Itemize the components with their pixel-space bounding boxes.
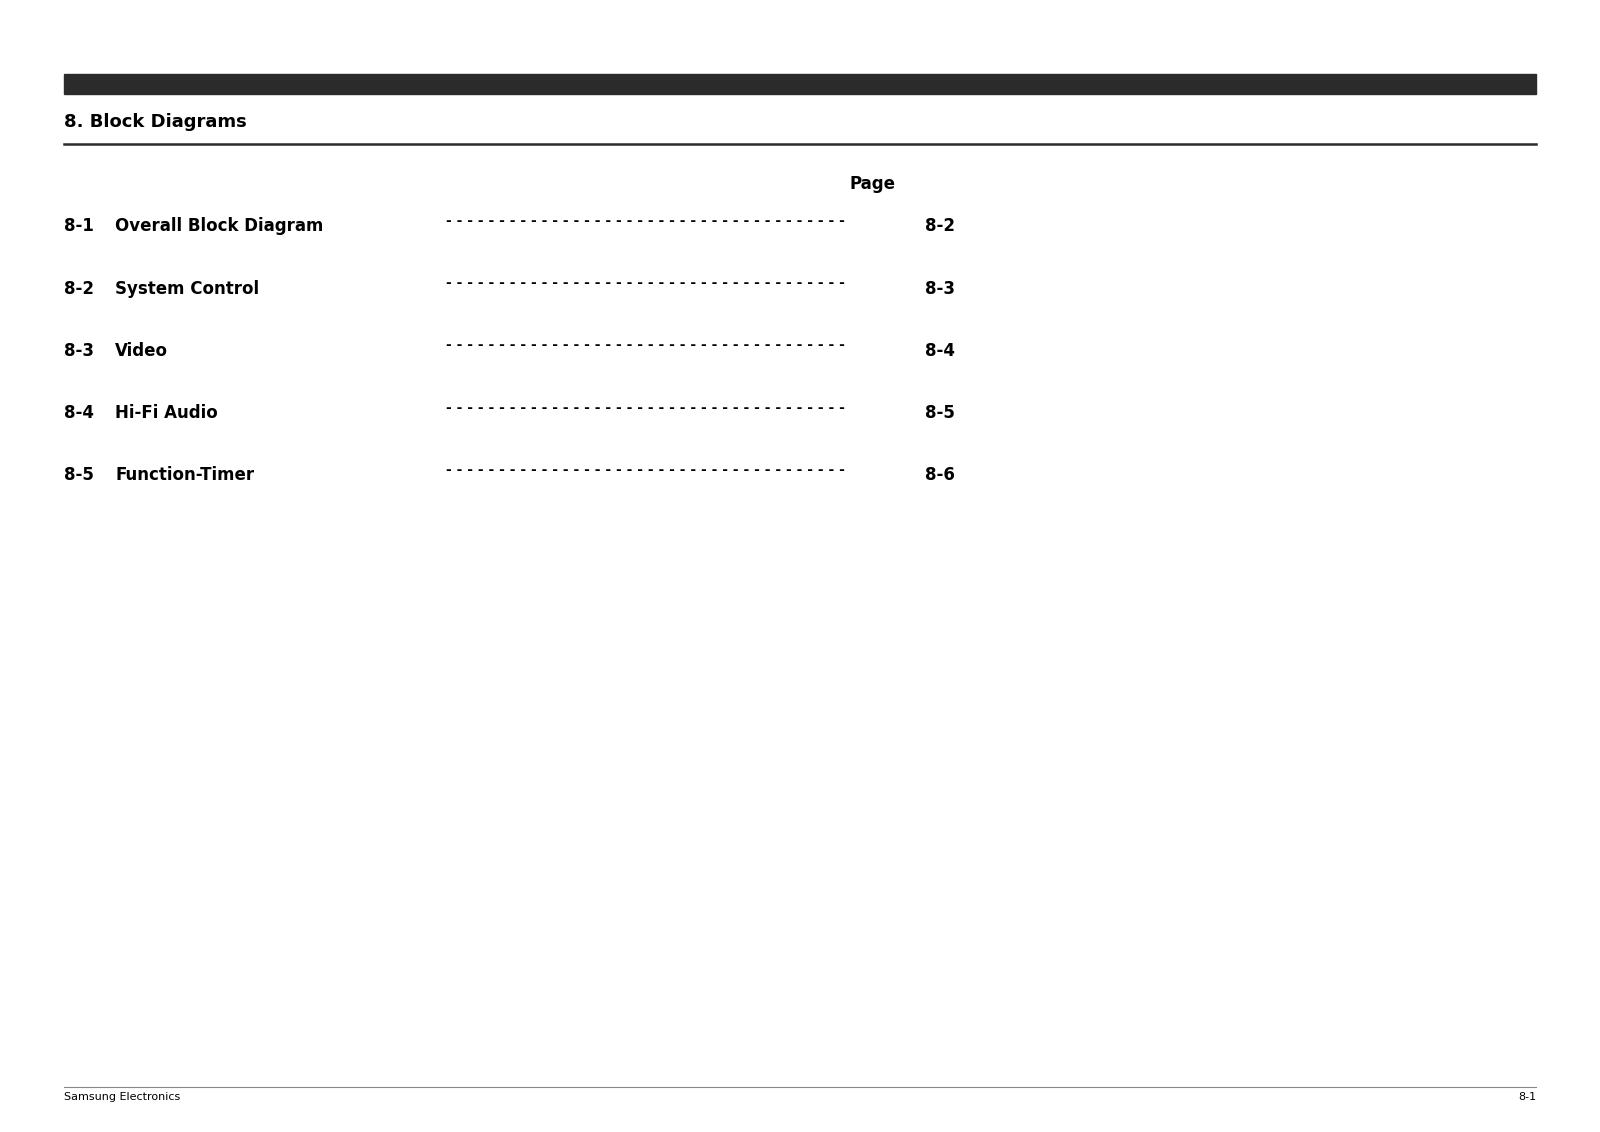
Bar	[64, 74, 1536, 94]
Text: 8-1: 8-1	[1518, 1092, 1536, 1103]
Text: - - - - - - - - - - - - - - - - - - - - - - - - - - - - - - - - - - - - - -: - - - - - - - - - - - - - - - - - - - - …	[446, 214, 850, 228]
Text: 8-4: 8-4	[925, 342, 955, 360]
Text: Page: Page	[850, 175, 894, 194]
Text: - - - - - - - - - - - - - - - - - - - - - - - - - - - - - - - - - - - - - -: - - - - - - - - - - - - - - - - - - - - …	[446, 401, 850, 414]
Text: Hi-Fi Audio: Hi-Fi Audio	[115, 404, 218, 422]
Text: - - - - - - - - - - - - - - - - - - - - - - - - - - - - - - - - - - - - - -: - - - - - - - - - - - - - - - - - - - - …	[446, 276, 850, 290]
Text: 8-1: 8-1	[64, 217, 94, 235]
Text: 8-6: 8-6	[925, 466, 955, 484]
Text: 8-3: 8-3	[925, 280, 955, 298]
Text: - - - - - - - - - - - - - - - - - - - - - - - - - - - - - - - - - - - - - -: - - - - - - - - - - - - - - - - - - - - …	[446, 338, 850, 352]
Text: System Control: System Control	[115, 280, 259, 298]
Text: 8-2: 8-2	[925, 217, 955, 235]
Text: Video: Video	[115, 342, 168, 360]
Text: 8. Block Diagrams: 8. Block Diagrams	[64, 113, 246, 131]
Text: 8-3: 8-3	[64, 342, 94, 360]
Text: Samsung Electronics: Samsung Electronics	[64, 1092, 181, 1103]
Text: 8-2: 8-2	[64, 280, 94, 298]
Text: 8-5: 8-5	[64, 466, 94, 484]
Text: 8-5: 8-5	[925, 404, 955, 422]
Text: 8-4: 8-4	[64, 404, 94, 422]
Text: Overall Block Diagram: Overall Block Diagram	[115, 217, 323, 235]
Text: - - - - - - - - - - - - - - - - - - - - - - - - - - - - - - - - - - - - - -: - - - - - - - - - - - - - - - - - - - - …	[446, 463, 850, 477]
Text: Function-Timer: Function-Timer	[115, 466, 254, 484]
